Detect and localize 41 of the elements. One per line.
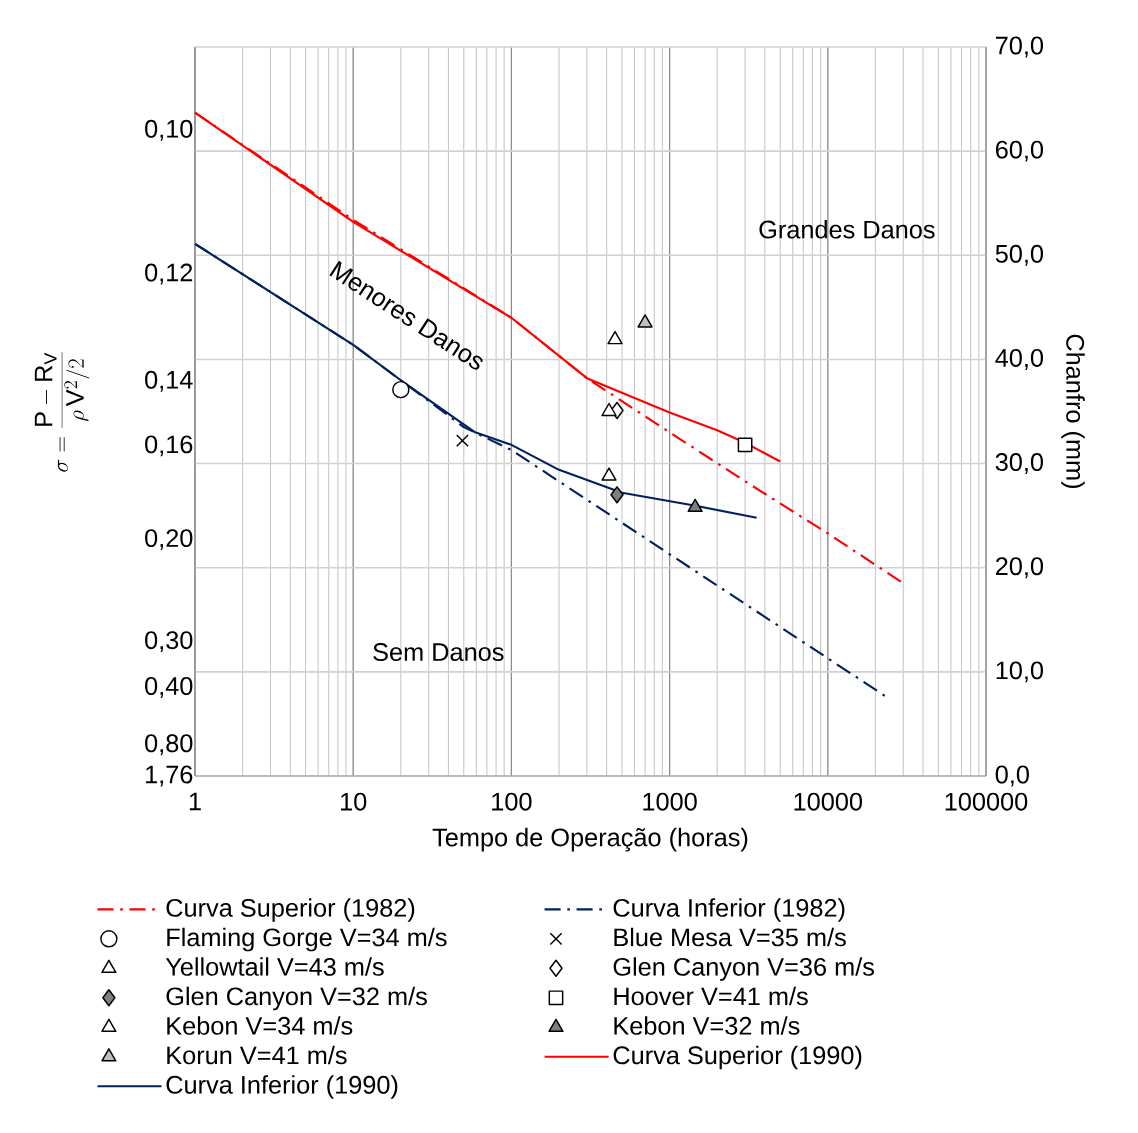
text: $\sigma = \frac{\mathrm{P} - \mathrm{R_V}}{\rho\,\mathrm{V}^2/2}$ — [34, 352, 90, 472]
x-axis-title: Tempo de Operação (horas) — [432, 827, 748, 852]
text: 0,20 — [145, 529, 193, 551]
legend-label: Blue Mesa V=35 m/s — [614, 927, 846, 947]
legend-label: Curva Inferior (1990) — [166, 1075, 398, 1099]
legend-label: Hoover V=41 m/s — [614, 986, 808, 1006]
legend-label: Curva Superior (1982) — [166, 898, 415, 922]
text: 0,80 — [145, 734, 193, 756]
y-tick-label: 70,0 — [996, 36, 1044, 58]
x-tick-label: 1 — [189, 792, 201, 811]
text: 0,16 — [145, 435, 193, 457]
legend-label: Glen Canyon V=36 m/s — [613, 957, 874, 981]
text: 0,10 — [145, 119, 193, 141]
y-tick-label: 50,0 — [995, 244, 1044, 266]
y-axis-title: Chanfro (mm) — [1061, 334, 1085, 489]
x-tick-label: 10000 — [794, 792, 863, 811]
x-tick-label: 100000 — [945, 792, 1028, 811]
y-tick-label: 20,0 — [995, 557, 1044, 579]
x-tick-label: 10 — [341, 792, 367, 811]
annotation: Grandes Danos — [759, 219, 935, 239]
annotation: Sem Danos — [373, 643, 504, 662]
legend-label: Kebon V=32 m/s — [614, 1016, 800, 1035]
legend-label: Glen Canyon V=32 m/s — [166, 986, 427, 1011]
text: 0,30 — [145, 631, 193, 653]
text: 0,40 — [145, 677, 193, 698]
legend-label: Curva Inferior (1982) — [613, 898, 845, 922]
legend-label: Yellowtail V=43 m/s — [165, 957, 384, 976]
x-tick-label: 1000 — [643, 792, 697, 811]
x-tick-label: 100 — [492, 792, 532, 811]
legend-label: Korun V=41 m/s — [167, 1045, 347, 1065]
legend-label: Curva Superior (1990) — [613, 1045, 862, 1070]
text: 0,12 — [145, 263, 193, 285]
y-tick-label: 60,0 — [995, 140, 1044, 162]
y-tick-label: 40,0 — [995, 348, 1044, 370]
legend-label: Kebon V=34 m/s — [167, 1016, 353, 1035]
legend-label: Flaming Gorge V=34 m/s — [167, 927, 447, 952]
text: 1,76 — [146, 765, 193, 787]
y-tick-label: 0,0 — [995, 765, 1029, 787]
y-tick-label: 30,0 — [995, 453, 1044, 475]
text: 0,14 — [145, 370, 193, 392]
y-tick-label: 10,0 — [996, 661, 1044, 683]
